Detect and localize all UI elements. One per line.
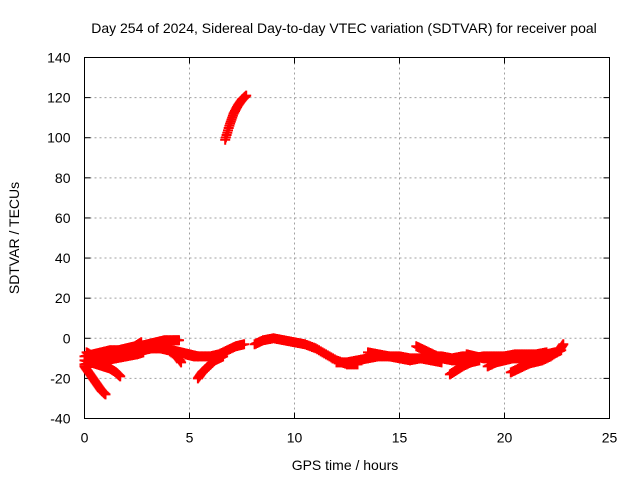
y-axis-label: SDTVAR / TECUs [6, 182, 22, 294]
data-point [558, 339, 569, 350]
data-point [100, 389, 111, 400]
data-point [239, 339, 250, 350]
x-tick-label: 20 [497, 430, 513, 446]
data-point [121, 347, 132, 358]
data-points [79, 90, 569, 400]
x-tick-label: 10 [287, 430, 303, 446]
series-arc-10 [192, 351, 229, 384]
series-arc-20 [520, 339, 569, 370]
plot-frame [84, 57, 610, 419]
data-point [241, 90, 252, 101]
data-point [174, 335, 184, 346]
x-tick-label: 25 [602, 430, 618, 446]
y-tick-label: 60 [55, 210, 71, 226]
y-tick-label: 0 [63, 330, 71, 346]
y-tick-label: 140 [47, 50, 71, 66]
y-tick-label: 100 [47, 130, 71, 146]
data-point [218, 351, 229, 362]
x-axis-label: GPS time / hours [292, 457, 399, 473]
series-arc-5 [81, 347, 132, 364]
y-tick-label: 40 [55, 250, 71, 266]
x-tick-label: 0 [81, 430, 89, 446]
y-tick-label: 120 [47, 90, 71, 106]
data-point [115, 371, 126, 382]
y-tick-label: 80 [55, 170, 71, 186]
chart-title: Day 254 of 2024, Sidereal Day-to-day VTE… [91, 20, 597, 36]
x-tick-label: 15 [392, 430, 408, 446]
data-point [176, 357, 187, 368]
y-tick-label: 20 [55, 290, 71, 306]
y-tick-label: -20 [50, 370, 70, 386]
y-tick-label: -40 [50, 411, 70, 427]
series-arc-11 [220, 90, 252, 145]
axis-ticks: 0 5 10 15 20 25 -40 -20 0 20 40 60 80 100 120 140 [47, 50, 617, 446]
x-tick-label: 5 [186, 430, 194, 446]
